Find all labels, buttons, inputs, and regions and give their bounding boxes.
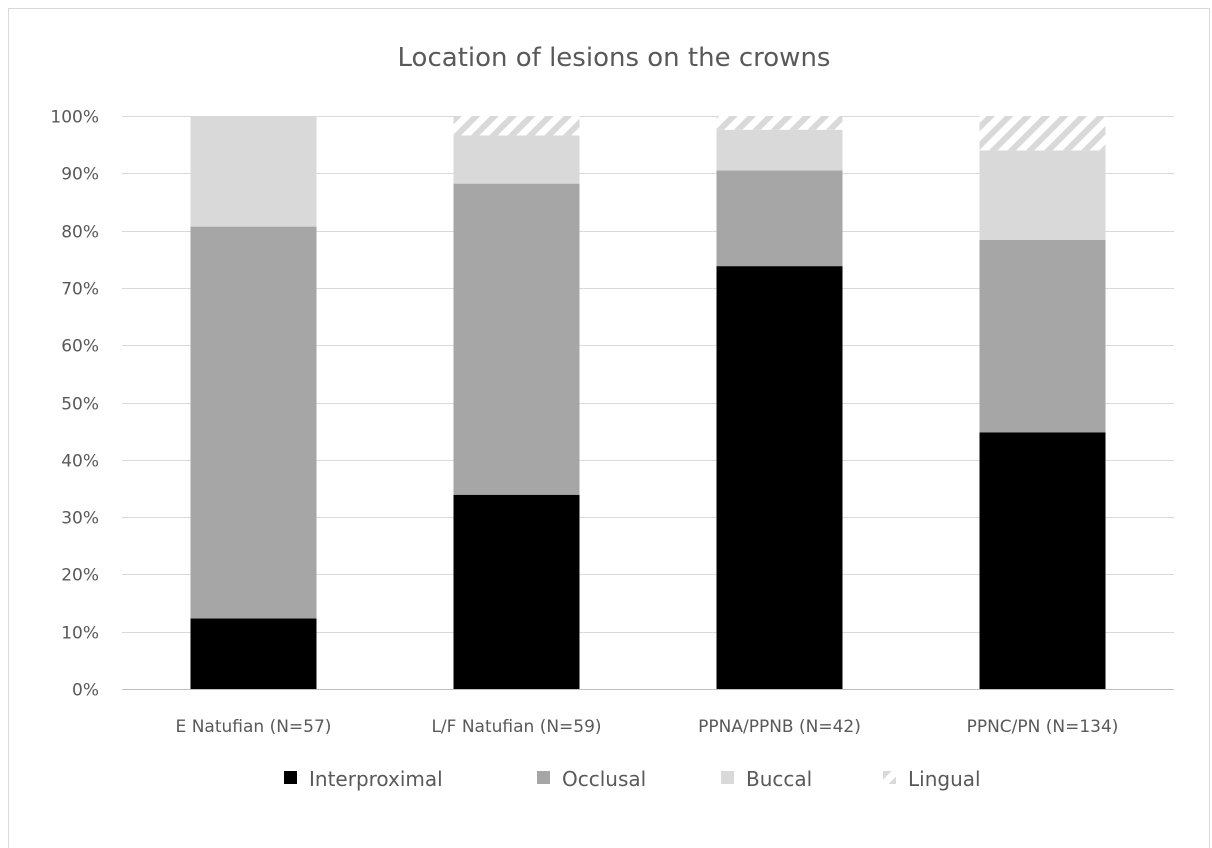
bar-segment-buccal <box>979 150 1106 240</box>
stacked-bar-chart: Location of lesions on the crowns 0% 10% 2… <box>50 43 1174 791</box>
y-tick-label: 10% <box>61 624 99 644</box>
bar-segment-interproximal <box>190 618 317 689</box>
y-tick-label: 60% <box>61 337 99 357</box>
bar-segment-lingual <box>453 116 580 136</box>
bar-segment-lingual <box>716 116 843 130</box>
y-tick-label: 70% <box>61 280 99 300</box>
y-tick-label: 0% <box>72 681 99 701</box>
y-tick-label: 20% <box>61 566 99 586</box>
x-axis-category-labels: E Natufian (N=57) L/F Natufian (N=59) PPNA… <box>176 717 1119 737</box>
bar-segment-interproximal <box>716 266 843 689</box>
legend-swatch-interproximal <box>284 771 297 784</box>
y-axis-tick-labels: 0% 10% 20% 30% 40% 50% 60% 70% 80% 90% 100% <box>50 108 99 701</box>
legend-swatch-occlusal <box>537 771 550 784</box>
bar-segment-interproximal <box>979 432 1106 689</box>
legend-swatch-lingual <box>883 771 896 784</box>
y-tick-label: 100% <box>50 108 99 128</box>
legend: Interproximal Occlusal Buccal Lingual <box>284 767 981 791</box>
bar-segment-interproximal <box>453 494 580 689</box>
x-category-label: E Natufian (N=57) <box>176 717 332 737</box>
legend-swatch-buccal <box>721 771 734 784</box>
legend-label: Interproximal <box>309 767 443 791</box>
x-category-label: PPNC/PN (N=134) <box>967 717 1119 737</box>
bar-segment-occlusal <box>453 183 580 495</box>
bar-segment-buccal <box>453 135 580 184</box>
legend-label: Occlusal <box>562 767 646 791</box>
legend-label: Buccal <box>746 767 812 791</box>
y-tick-label: 40% <box>61 452 99 472</box>
chart-title: Location of lesions on the crowns <box>398 43 831 73</box>
bar-segment-occlusal <box>716 170 843 267</box>
bar-segment-buccal <box>190 116 317 227</box>
legend-label: Lingual <box>908 767 981 791</box>
bar-segment-buccal <box>716 129 843 171</box>
y-tick-label: 30% <box>61 509 99 529</box>
bar-segment-occlusal <box>979 239 1106 433</box>
y-tick-label: 80% <box>61 223 99 243</box>
chart-area: Location of lesions on the crowns 0% 10% 2… <box>8 8 1210 848</box>
bars <box>190 116 1106 689</box>
x-category-label: PPNA/PPNB (N=42) <box>698 717 861 737</box>
x-category-label: L/F Natufian (N=59) <box>431 717 601 737</box>
y-tick-label: 50% <box>61 395 99 415</box>
bar-segment-lingual <box>979 116 1106 151</box>
bar-segment-occlusal <box>190 226 317 619</box>
y-tick-label: 90% <box>61 165 99 185</box>
